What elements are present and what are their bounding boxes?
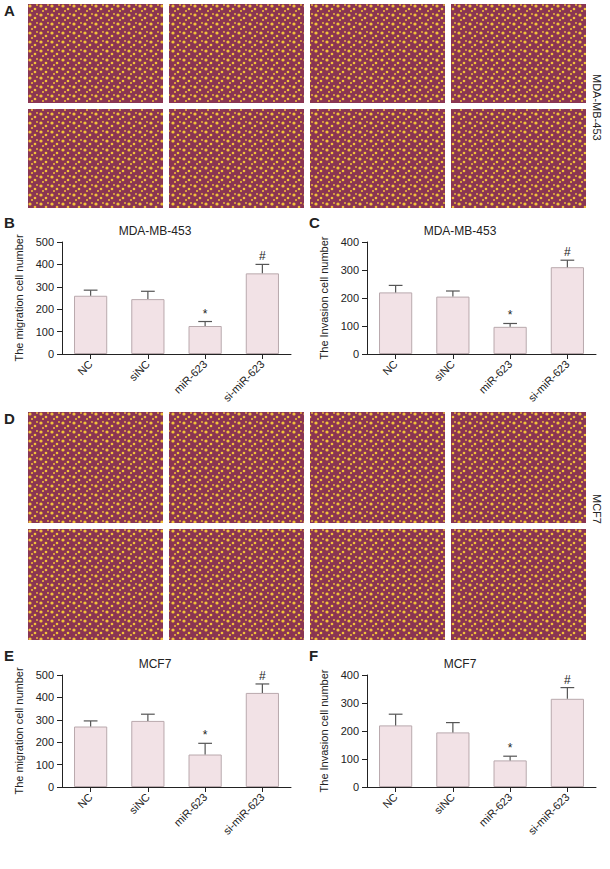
svg-text:#: # <box>259 669 266 683</box>
svg-text:The migration cell number: The migration cell number <box>13 234 25 362</box>
svg-text:si-miR-623: si-miR-623 <box>221 791 267 837</box>
svg-text:200: 200 <box>36 736 54 748</box>
svg-text:100: 100 <box>341 753 359 765</box>
html-text:C: C <box>309 214 320 231</box>
svg-text:NC: NC <box>380 791 400 811</box>
svg-text:miR-623: miR-623 <box>172 358 210 396</box>
svg-text:MDA-MB-453: MDA-MB-453 <box>424 224 497 238</box>
svg-text:The Invasion cell number: The Invasion cell number <box>318 236 330 359</box>
svg-text:400: 400 <box>341 236 359 248</box>
svg-text:*: * <box>508 308 513 322</box>
svg-text:siNC: siNC <box>127 358 152 383</box>
svg-text:100: 100 <box>36 326 54 338</box>
svg-text:0: 0 <box>48 781 54 793</box>
html-text:MCF7: MCF7 <box>591 494 603 524</box>
svg-text:100: 100 <box>36 759 54 771</box>
svg-text:siNC: siNC <box>432 791 457 816</box>
svg-text:500: 500 <box>36 669 54 681</box>
svg-text:300: 300 <box>36 714 54 726</box>
svg-text:200: 200 <box>36 303 54 315</box>
svg-text:siNC: siNC <box>127 791 152 816</box>
svg-text:300: 300 <box>341 697 359 709</box>
svg-text:NC: NC <box>75 358 95 378</box>
svg-text:MCF7: MCF7 <box>139 657 172 671</box>
svg-text:400: 400 <box>36 691 54 703</box>
svg-text:NC: NC <box>380 358 400 378</box>
html-text:F: F <box>309 647 319 664</box>
svg-text:*: * <box>203 728 208 742</box>
svg-text:NC: NC <box>75 791 95 811</box>
svg-text:si-miR-623: si-miR-623 <box>526 791 572 837</box>
html-text:B: B <box>4 214 15 231</box>
svg-text:si-miR-623: si-miR-623 <box>221 358 267 404</box>
svg-text:*: * <box>203 307 208 321</box>
html-text:D: D <box>4 410 15 427</box>
svg-text:200: 200 <box>341 725 359 737</box>
html-text:A: A <box>4 2 15 19</box>
svg-text:MCF7: MCF7 <box>444 657 477 671</box>
svg-text:The migration cell number: The migration cell number <box>13 667 25 795</box>
svg-text:300: 300 <box>341 264 359 276</box>
svg-text:siNC: siNC <box>432 358 457 383</box>
svg-text:The Invasion cell number: The Invasion cell number <box>318 669 330 792</box>
svg-text:miR-623: miR-623 <box>477 791 515 829</box>
svg-text:0: 0 <box>48 348 54 360</box>
svg-text:400: 400 <box>341 669 359 681</box>
svg-text:si-miR-623: si-miR-623 <box>526 358 572 404</box>
svg-text:#: # <box>259 249 266 263</box>
svg-text:#: # <box>564 245 571 259</box>
svg-text:*: * <box>508 741 513 755</box>
svg-text:0: 0 <box>353 348 359 360</box>
svg-text:MDA-MB-453: MDA-MB-453 <box>119 224 192 238</box>
svg-text:100: 100 <box>341 320 359 332</box>
svg-text:200: 200 <box>341 292 359 304</box>
svg-text:400: 400 <box>36 258 54 270</box>
svg-text:#: # <box>564 673 571 687</box>
svg-text:300: 300 <box>36 281 54 293</box>
svg-text:miR-623: miR-623 <box>172 791 210 829</box>
svg-text:miR-623: miR-623 <box>477 358 515 396</box>
html-text:E: E <box>4 647 14 664</box>
html-text:MDA-MB-453: MDA-MB-453 <box>591 74 603 141</box>
svg-text:0: 0 <box>353 781 359 793</box>
svg-text:500: 500 <box>36 236 54 248</box>
